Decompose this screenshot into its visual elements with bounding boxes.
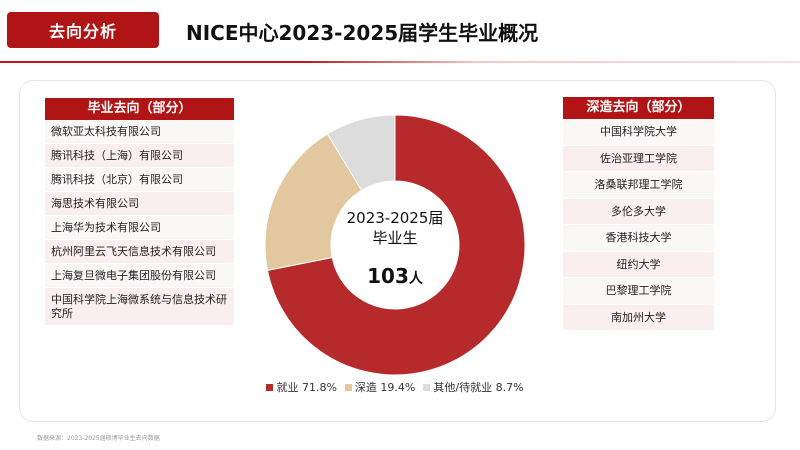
legend-swatch [344,383,352,391]
employment-destination-item: 中国科学院上海微系统与信息技术研究所 [45,288,234,326]
legend-label: 深造 19.4% [354,381,416,394]
employment-destination-item: 上海华为技术有限公司 [45,216,234,240]
donut-slice [264,133,363,271]
graduate-count: 103 [367,264,409,288]
further-study-item: 巴黎理工学院 [563,278,714,305]
legend-item: 深造 19.4% [344,379,416,395]
further-study-title: 深造去向（部分） [563,97,714,119]
donut-chart [260,110,530,380]
further-study-item: 洛桑联邦理工学院 [563,172,714,199]
legend-swatch [423,383,431,391]
employment-destination-item: 腾讯科技（北京）有限公司 [45,168,234,192]
donut-slice [266,114,526,376]
employment-destination-item: 腾讯科技（上海）有限公司 [45,144,234,168]
graduate-count-unit: 人 [408,271,423,287]
further-study-item: 佐治亚理工学院 [563,145,714,172]
page-title: NICE中心2023-2025届学生毕业概况 [186,21,539,45]
header-divider [0,61,800,63]
legend-item: 其他/待就业 8.7% [423,379,524,395]
donut-center-label: 2023-2025届 毕业生 [318,208,472,248]
chart-legend: 就业 71.8% 深造 19.4% 其他/待就业 8.7% [260,379,530,395]
legend-swatch [266,383,274,391]
employment-destination-item: 海思技术有限公司 [45,192,234,216]
further-study-list: 中国科学院大学 佐治亚理工学院 洛桑联邦理工学院 多伦多大学 香港科技大学 纽约大学 巴黎理… [563,119,714,331]
donut-chart-svg [264,114,526,376]
further-study-item: 多伦多大学 [563,198,714,225]
legend-item: 就业 71.8% [266,379,337,395]
employment-destinations-title: 毕业去向（部分） [45,98,234,120]
legend-label: 其他/待就业 8.7% [433,381,524,394]
employment-destination-item: 上海复旦微电子集团股份有限公司 [45,264,234,288]
donut-slice [326,114,396,192]
section-tag: 去向分析 [7,12,159,48]
employment-destination-item: 杭州阿里云飞天信息技术有限公司 [45,240,234,264]
employment-destinations-panel: 毕业去向（部分） 微软亚太科技有限公司 腾讯科技（上海）有限公司 腾讯科技（北京）有… [45,98,234,326]
further-study-item: 香港科技大学 [563,225,714,252]
further-study-panel: 深造去向（部分） 中国科学院大学 佐治亚理工学院 洛桑联邦理工学院 多伦多大学 香港科技… [563,97,714,331]
further-study-item: 纽约大学 [563,251,714,278]
donut-center-count: 103人 [318,264,472,288]
further-study-item: 中国科学院大学 [563,119,714,146]
donut-center-label-line: 毕业生 [372,229,418,247]
further-study-item: 南加州大学 [563,304,714,331]
employment-destination-item: 微软亚太科技有限公司 [45,120,234,144]
donut-center-label-line: 2023-2025届 [346,209,444,227]
legend-label: 就业 71.8% [276,381,337,394]
employment-destinations-list: 微软亚太科技有限公司 腾讯科技（上海）有限公司 腾讯科技（北京）有限公司 海思技术有限… [45,120,234,326]
data-source-note: 数据来源：2023-2025届硕博毕业生去向数据 [37,435,160,442]
